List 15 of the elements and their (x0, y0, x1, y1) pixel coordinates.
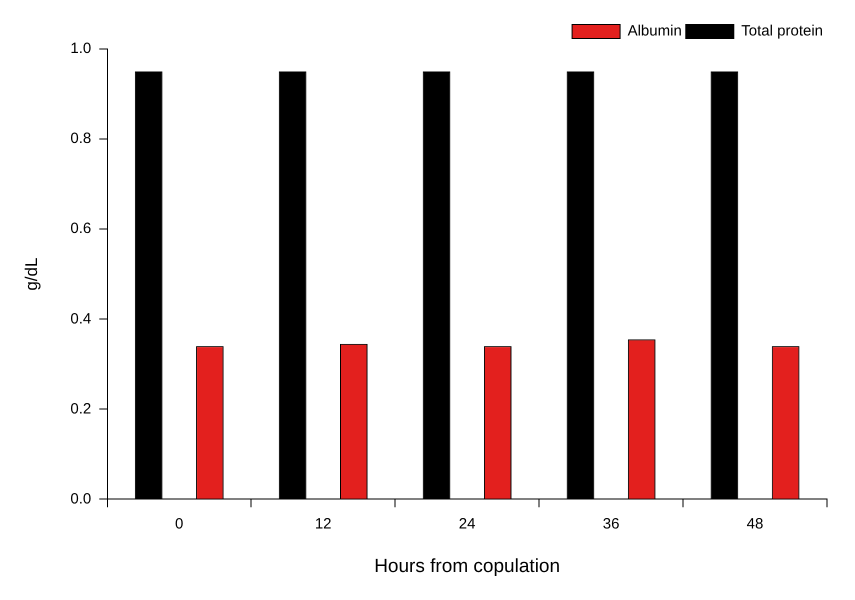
y-tick-label: 0.4 (70, 310, 92, 328)
y-tick-label: 1.0 (70, 40, 92, 58)
x-tick-label: 48 (746, 515, 764, 532)
x-tick-label: 36 (602, 515, 620, 532)
y-tick-label: 0.0 (70, 490, 92, 508)
x-tick-label: 12 (314, 515, 332, 532)
y-axis-title: g/dL (22, 258, 41, 291)
y-tick-label: 0.8 (70, 130, 92, 148)
x-tick-label: 0 (175, 515, 184, 532)
y-tick-label: 0.2 (70, 400, 92, 418)
x-axis-title: Hours from copulation (374, 556, 560, 577)
legend-label: Total protein (741, 22, 823, 40)
y-tick-label: 0.6 (70, 220, 92, 238)
legend-label: Albumin (628, 22, 682, 40)
x-tick-label: 24 (458, 515, 476, 532)
